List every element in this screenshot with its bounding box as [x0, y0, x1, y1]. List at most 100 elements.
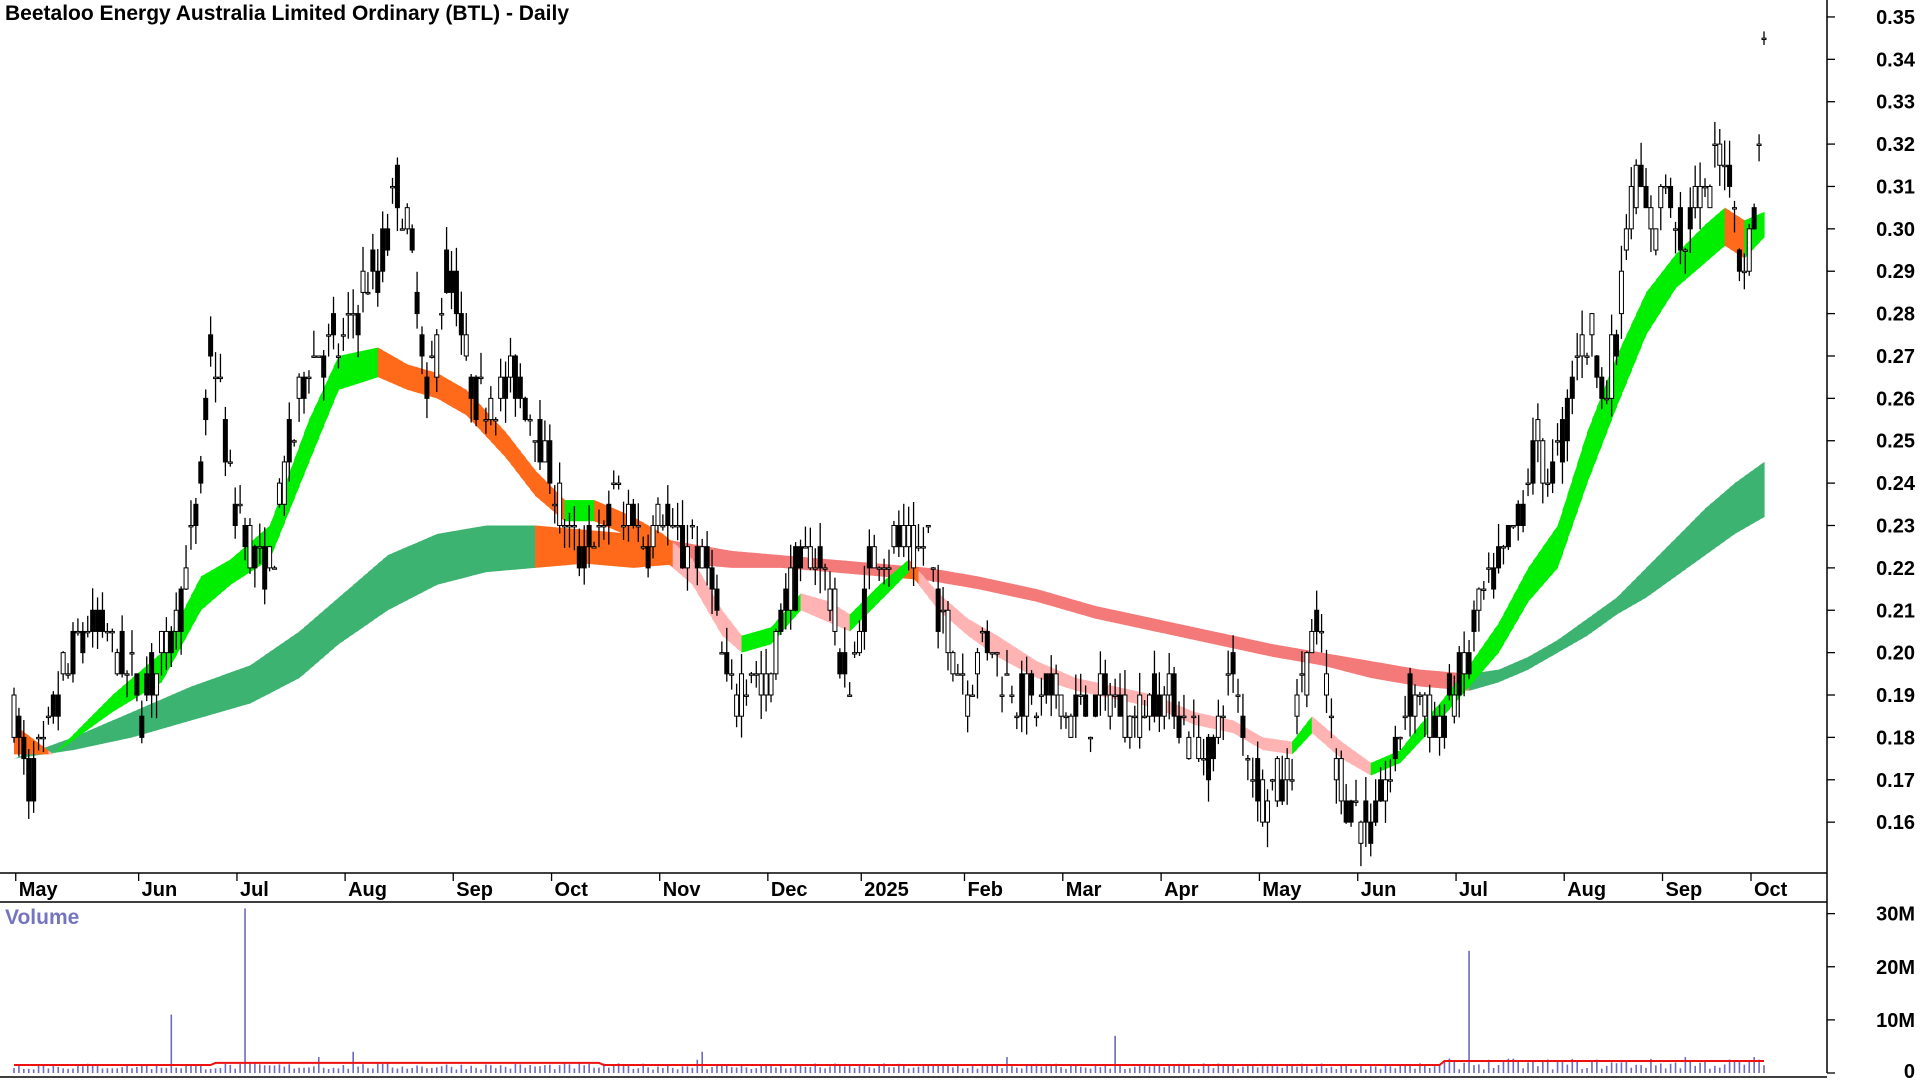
price-bar [621, 501, 627, 540]
price-bar [1029, 670, 1035, 705]
price-bar [753, 661, 759, 688]
fast-ema-ribbon-segment [1547, 532, 1554, 580]
price-bar [1171, 666, 1177, 729]
slow-ema-ribbon-segment [1660, 548, 1667, 587]
price-bar-body [1171, 673, 1177, 717]
fast-ema-ribbon-segment [741, 634, 748, 653]
price-bar-body [1196, 736, 1202, 760]
price-bar-body [316, 355, 322, 358]
fast-ema-ribbon-segment [618, 510, 625, 534]
price-bar [70, 622, 76, 683]
slow-ema-ribbon-segment [1439, 671, 1446, 689]
fast-ema-ribbon-segment [1665, 260, 1672, 304]
fast-ema-ribbon-segment [800, 593, 807, 613]
slow-ema-ribbon-segment [225, 672, 231, 711]
price-bar [1618, 245, 1624, 339]
fast-ema-ribbon-segment [1719, 207, 1726, 251]
price-bar [1289, 758, 1295, 791]
price-bar-body [925, 524, 931, 528]
price-bar-body [753, 673, 759, 676]
slow-ema-ribbon-segment [1754, 465, 1760, 523]
price-bar [778, 603, 784, 636]
price-bar-body [911, 524, 917, 569]
price-bar [340, 317, 346, 351]
slow-ema-ribbon-segment [1036, 589, 1042, 604]
slow-ema-ribbon-segment [839, 560, 846, 574]
price-bar [1422, 692, 1428, 738]
fast-ema-ribbon-segment [1355, 752, 1362, 770]
fast-ema-ribbon-segment [726, 616, 733, 645]
price-bar-body [1550, 461, 1556, 484]
price-bar-body [1299, 673, 1305, 676]
slow-ema-ribbon-segment [377, 559, 384, 618]
slow-ema-ribbon-segment [1041, 590, 1047, 605]
fast-ema-ribbon-segment [736, 629, 743, 653]
price-bar-body [40, 736, 46, 740]
slow-ema-ribbon-segment [1729, 483, 1736, 538]
fast-ema-ribbon-segment [884, 576, 890, 597]
slow-ema-ribbon-segment [766, 553, 772, 568]
fast-ema-ribbon-segment [1070, 675, 1077, 691]
price-bar [311, 330, 317, 358]
slow-ema-ribbon-segment [156, 699, 163, 731]
price-bar [365, 272, 371, 296]
slow-ema-ribbon-segment [1179, 624, 1185, 638]
slow-ema-ribbon-segment [544, 526, 551, 568]
price-bar-body [1707, 185, 1713, 209]
price-bar [1328, 698, 1334, 739]
date-tick-label: Sep [456, 879, 493, 901]
price-bar-body [1235, 694, 1241, 697]
price-bar-body [1215, 715, 1221, 738]
fast-ema-ribbon-segment [1557, 509, 1564, 568]
slow-ema-ribbon-segment [1346, 656, 1352, 673]
price-bar [832, 577, 838, 646]
slow-ema-ribbon-segment [535, 525, 541, 568]
fast-ema-ribbon-segment [918, 570, 925, 592]
slow-ema-ribbon-segment [530, 525, 536, 569]
fast-ema-ribbon-segment [889, 572, 895, 592]
fast-ema-ribbon-segment [1129, 689, 1136, 704]
slow-ema-ribbon-segment [525, 525, 531, 569]
slow-ema-ribbon-segment [1262, 642, 1269, 656]
price-bar-body [591, 546, 597, 549]
slow-ema-ribbon-segment [1626, 582, 1632, 609]
slow-ema-ribbon-segment [598, 531, 605, 566]
fast-ema-ribbon-segment [82, 719, 89, 734]
slow-ema-ribbon-segment [485, 525, 492, 573]
fast-ema-ribbon-segment [294, 446, 300, 499]
price-bar-body [1102, 673, 1108, 696]
slow-ema-ribbon-segment [1705, 504, 1711, 556]
price-tick-label: 0.25 [1876, 431, 1915, 453]
slow-ema-ribbon-segment [323, 606, 330, 657]
price-bar-body [1427, 694, 1433, 738]
price-bar-body [109, 630, 115, 634]
price-bar [1220, 705, 1226, 741]
price-bar [1520, 490, 1526, 533]
date-tick-label: Oct [555, 879, 589, 901]
slow-ema-ribbon-segment [1498, 667, 1505, 683]
price-bar [399, 218, 405, 231]
slow-ema-ribbon-segment [1690, 518, 1696, 566]
fast-ema-ribbon-segment [761, 628, 767, 647]
price-bar [227, 449, 233, 467]
price-bar-body [45, 715, 51, 719]
fast-ema-ribbon-segment [1198, 713, 1205, 727]
fast-ema-ribbon-segment [200, 573, 207, 611]
price-bar [901, 503, 907, 558]
price-bar [414, 271, 420, 329]
fast-ema-ribbon-segment [392, 355, 399, 386]
fast-ema-ribbon-segment [569, 500, 575, 522]
price-bar [1048, 655, 1054, 717]
price-bar-body [1132, 715, 1138, 719]
price-bar [1122, 670, 1128, 743]
price-bar-body [1491, 567, 1497, 590]
price-bar-body [1382, 779, 1388, 802]
price-bar-body [1559, 419, 1565, 463]
price-bar [1653, 228, 1659, 256]
slow-ema-ribbon-segment [1478, 671, 1485, 688]
price-bar [616, 475, 622, 490]
price-bar-body [1348, 800, 1354, 823]
price-tick-label: 0.17 [1876, 770, 1915, 792]
price-bar-body [1515, 503, 1521, 526]
volume-tick-label: 20M [1876, 957, 1915, 979]
